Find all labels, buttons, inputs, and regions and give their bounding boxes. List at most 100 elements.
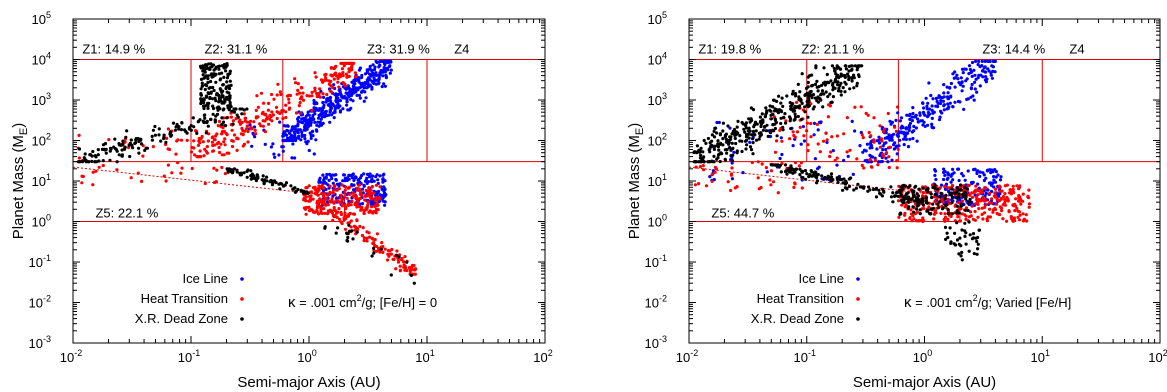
- data-point: [900, 188, 904, 192]
- data-point: [921, 186, 925, 190]
- data-point: [976, 201, 980, 205]
- data-point: [955, 73, 959, 77]
- data-point: [884, 156, 888, 160]
- data-point: [896, 147, 900, 151]
- legend-label: Ice Line: [798, 271, 844, 286]
- data-point: [228, 96, 232, 100]
- data-point: [88, 153, 92, 157]
- data-point: [999, 175, 1003, 179]
- data-point: [296, 128, 300, 132]
- data-point: [345, 100, 349, 104]
- data-point: [296, 88, 300, 92]
- data-point: [815, 99, 819, 103]
- data-point: [776, 163, 780, 167]
- data-point: [963, 234, 967, 238]
- data-point: [96, 148, 100, 152]
- data-point: [350, 68, 354, 72]
- data-point: [198, 149, 202, 153]
- data-point: [367, 175, 372, 179]
- kappa-note: κ = .001 cm2/g; [Fe/H] = 0: [288, 293, 437, 311]
- data-point: [215, 132, 219, 136]
- data-point: [715, 131, 719, 135]
- data-point: [976, 247, 980, 251]
- data-point: [897, 184, 901, 188]
- data-point: [966, 97, 970, 101]
- data-point: [301, 98, 306, 102]
- data-point: [934, 177, 938, 182]
- data-point: [878, 141, 882, 145]
- data-point: [1012, 216, 1017, 220]
- data-point: [362, 239, 366, 243]
- data-point: [108, 146, 113, 150]
- data-point: [993, 195, 997, 199]
- data-point: [830, 64, 835, 68]
- data-point: [823, 80, 827, 84]
- y-axis-title: Planet Mass (ME): [626, 123, 646, 240]
- data-point: [964, 217, 968, 221]
- data-point: [250, 144, 254, 148]
- data-point: [970, 204, 974, 208]
- data-point: [1013, 209, 1017, 213]
- data-point: [833, 77, 838, 82]
- data-point: [728, 126, 732, 130]
- data-point: [255, 94, 259, 98]
- data-point: [785, 172, 789, 176]
- data-point: [246, 129, 250, 134]
- data-point: [350, 92, 354, 96]
- data-point: [939, 101, 943, 106]
- data-point: [203, 147, 207, 151]
- data-point: [806, 115, 810, 119]
- data-point: [335, 215, 339, 219]
- data-point: [894, 118, 898, 122]
- data-point: [231, 119, 235, 123]
- data-point: [328, 108, 332, 112]
- data-point: [902, 143, 906, 147]
- data-point: [326, 193, 330, 197]
- data-point: [139, 142, 144, 146]
- data-point: [321, 80, 325, 84]
- data-point: [1010, 190, 1014, 194]
- data-point: [205, 119, 209, 123]
- data-point: [805, 103, 809, 107]
- data-point: [718, 159, 722, 164]
- data-point: [180, 166, 184, 170]
- data-point: [329, 99, 333, 103]
- data-point: [889, 122, 893, 126]
- data-point: [809, 89, 813, 94]
- data-point: [381, 177, 385, 181]
- data-point: [254, 108, 258, 112]
- data-point: [252, 176, 257, 180]
- data-point: [209, 117, 213, 122]
- data-point: [260, 178, 264, 182]
- data-point: [917, 187, 921, 191]
- data-point: [944, 193, 948, 197]
- data-point: [981, 171, 985, 175]
- data-point: [874, 186, 879, 190]
- data-point: [846, 154, 850, 158]
- data-point: [321, 100, 325, 105]
- data-point: [946, 186, 950, 190]
- data-point: [740, 149, 744, 154]
- data-point: [911, 136, 915, 141]
- data-point: [921, 203, 925, 207]
- data-point: [804, 177, 808, 181]
- data-point: [245, 175, 249, 179]
- data-point: [773, 107, 777, 111]
- data-point: [304, 140, 308, 144]
- data-point: [317, 91, 321, 95]
- data-point: [917, 199, 922, 203]
- data-point: [972, 98, 976, 102]
- data-point: [402, 260, 406, 264]
- data-point: [321, 121, 325, 125]
- data-point: [174, 125, 178, 129]
- data-points: [76, 59, 418, 285]
- data-point: [994, 187, 998, 191]
- data-point: [217, 67, 221, 71]
- data-point: [313, 120, 317, 124]
- y-tick-label: 100: [32, 213, 51, 230]
- data-point: [980, 59, 984, 64]
- data-point: [878, 124, 882, 128]
- data-point: [341, 74, 345, 78]
- data-point: [957, 193, 961, 197]
- data-point: [377, 63, 382, 67]
